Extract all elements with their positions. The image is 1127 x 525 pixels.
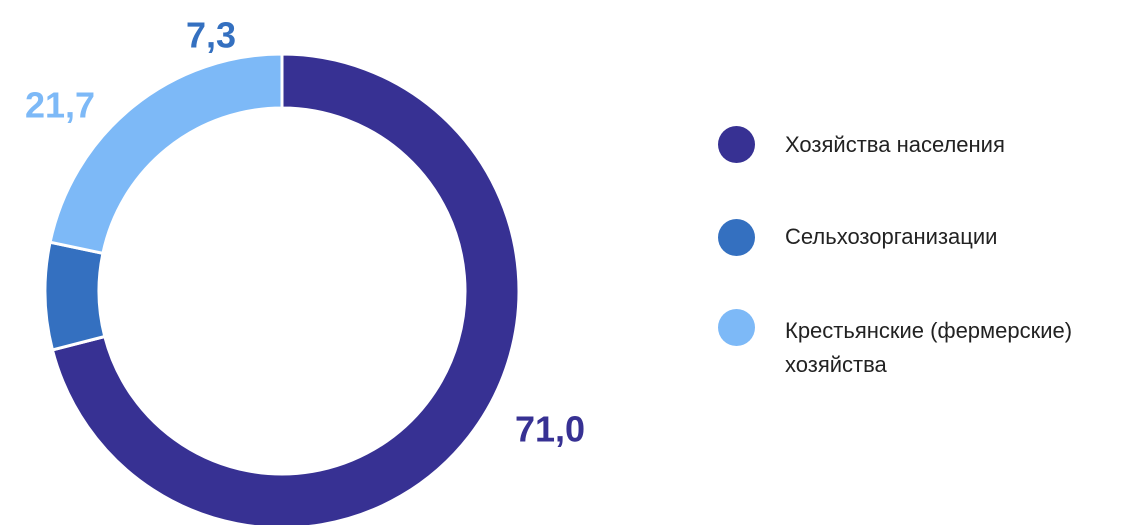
legend-swatch-households [718,126,755,163]
legend-swatch-farms [718,309,755,346]
data-label-households: 71,0 [515,409,585,450]
legend-label-agri-organizations: Сельхозорганизации [785,224,998,249]
legend-label-farms: Крестьянские (фермерские) хозяйства [785,318,1073,377]
donut-slice-farms [48,52,284,256]
donut-data-labels: 71,0 7,3 21,7 [25,15,585,450]
donut-slices [43,52,521,525]
legend-swatch-agri-organizations [718,219,755,256]
data-label-farms: 21,7 [25,85,95,126]
donut-slice-agri-organizations [43,240,107,352]
data-label-agri-organizations: 7,3 [186,15,236,56]
chart-legend: Хозяйства населения Сельхозорганизации К… [718,0,1127,525]
donut-slice-households [50,52,521,525]
legend-label-households: Хозяйства населения [785,132,1005,157]
